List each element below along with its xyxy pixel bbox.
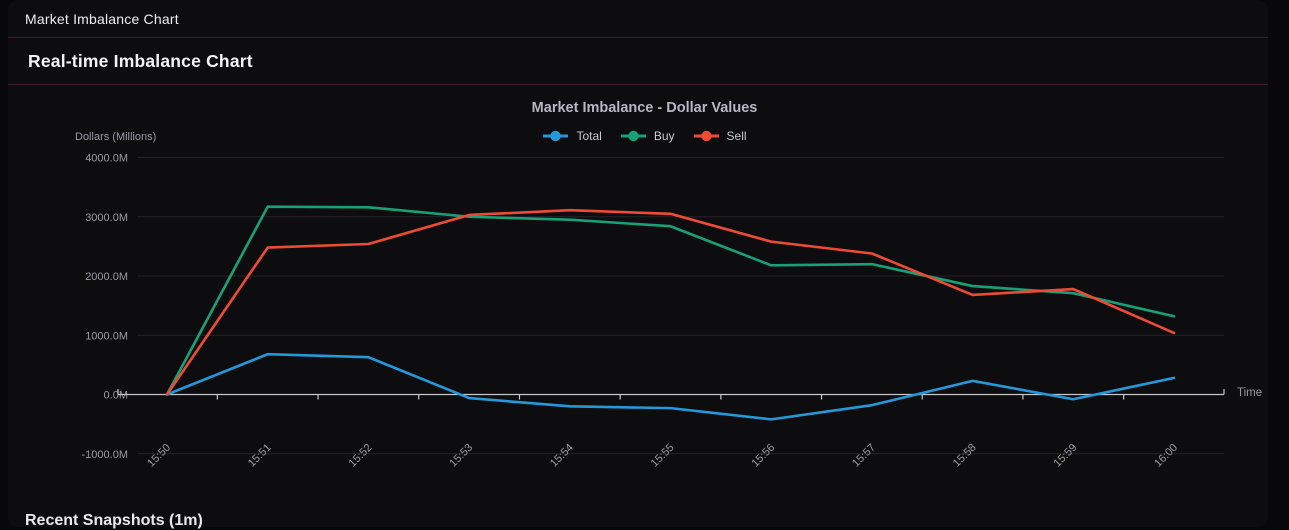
x-tick-label: 15:53 [447, 442, 475, 470]
series-line-buy [167, 207, 1174, 395]
x-tick-label: 15:57 [850, 442, 878, 470]
y-tick-label: 3000.0M [85, 212, 128, 224]
x-tick-label: 16:00 [1152, 442, 1180, 470]
y-tick-label: 4000.0M [85, 153, 128, 165]
series-line-total [167, 354, 1174, 419]
x-tick-label: 15:55 [649, 442, 677, 470]
x-tick-label: 15:58 [951, 442, 979, 470]
series-line-sell [167, 210, 1174, 394]
y-tick-label: 0.0M [104, 390, 128, 402]
x-tick-label: 15:50 [145, 442, 173, 470]
x-tick-label: 15:52 [347, 442, 375, 470]
imbalance-line-chart: 4000.0M 3000.0M 2000.0M 1000.0M 0.0M -1000.0M… [0, 0, 1289, 527]
y-tick-label: -1000.0M [82, 449, 128, 461]
y-tick-label: 2000.0M [85, 271, 128, 283]
y-tick-label: 1000.0M [85, 330, 128, 342]
x-tick-label: 15:59 [1051, 442, 1079, 470]
x-tick-label: 15:54 [548, 442, 576, 470]
x-tick-label: 15:56 [749, 442, 777, 470]
x-tick-label: 15:51 [246, 442, 274, 470]
